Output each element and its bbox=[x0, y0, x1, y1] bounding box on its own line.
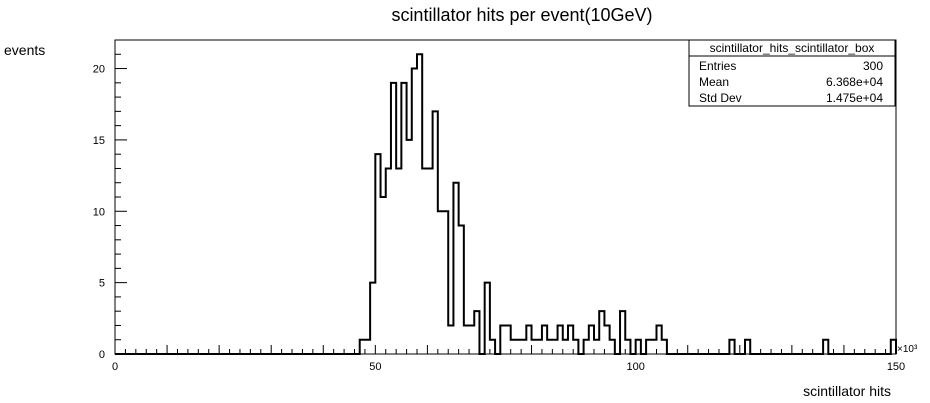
histogram-outline bbox=[115, 53, 897, 355]
stats-mean-value: 6.368e+04 bbox=[826, 75, 883, 89]
stats-stddev-value: 1.475e+04 bbox=[826, 91, 883, 105]
histogram-bin bbox=[521, 340, 526, 354]
histogram-bin bbox=[464, 325, 469, 354]
histogram-bin bbox=[381, 197, 386, 354]
histogram-bin bbox=[365, 340, 370, 354]
chart-title: scintillator hits per event(10GeV) bbox=[391, 5, 652, 25]
y-tick-label: 10 bbox=[93, 206, 105, 218]
x-tick-label: 100 bbox=[626, 361, 644, 373]
y-tick-label: 20 bbox=[93, 64, 105, 76]
x-axis-exponent: ×10³ bbox=[897, 344, 918, 355]
stats-box: scintillator_hits_scintillator_box Entri… bbox=[688, 39, 896, 107]
x-axis-label: scintillator hits bbox=[803, 383, 891, 399]
histogram-bin bbox=[516, 340, 521, 354]
x-tick-label: 0 bbox=[112, 361, 118, 373]
histogram-bin bbox=[651, 340, 656, 354]
y-axis-ticks: 0 5 10 15 20 bbox=[93, 39, 127, 361]
histogram-bin bbox=[537, 340, 542, 354]
histogram-bin bbox=[407, 140, 412, 354]
stats-entries-label: Entries bbox=[699, 59, 736, 73]
x-tick-label: 150 bbox=[887, 361, 905, 373]
histogram-bin bbox=[563, 340, 568, 354]
stats-box-title: scintillator_hits_scintillator_box bbox=[710, 41, 875, 55]
stats-stddev-label: Std Dev bbox=[699, 91, 742, 105]
histogram-bin bbox=[511, 340, 516, 354]
histogram-bin bbox=[448, 325, 453, 354]
histogram-bin bbox=[469, 325, 474, 354]
y-tick-label: 0 bbox=[99, 349, 105, 361]
y-tick-label: 5 bbox=[99, 278, 105, 290]
x-tick-label: 50 bbox=[369, 361, 381, 373]
y-tick-label: 15 bbox=[93, 135, 105, 147]
histogram-bin bbox=[547, 340, 552, 354]
histogram-bin bbox=[552, 340, 557, 354]
histogram-bin bbox=[532, 340, 537, 354]
stats-entries-value: 300 bbox=[863, 59, 883, 73]
histogram-bin bbox=[396, 168, 401, 354]
stats-mean-label: Mean bbox=[699, 75, 729, 89]
histogram-bin bbox=[594, 340, 599, 354]
histogram-bin bbox=[427, 168, 432, 354]
histogram-bin bbox=[438, 211, 443, 354]
histogram-bin bbox=[422, 168, 427, 354]
y-axis-label: events bbox=[4, 42, 45, 58]
